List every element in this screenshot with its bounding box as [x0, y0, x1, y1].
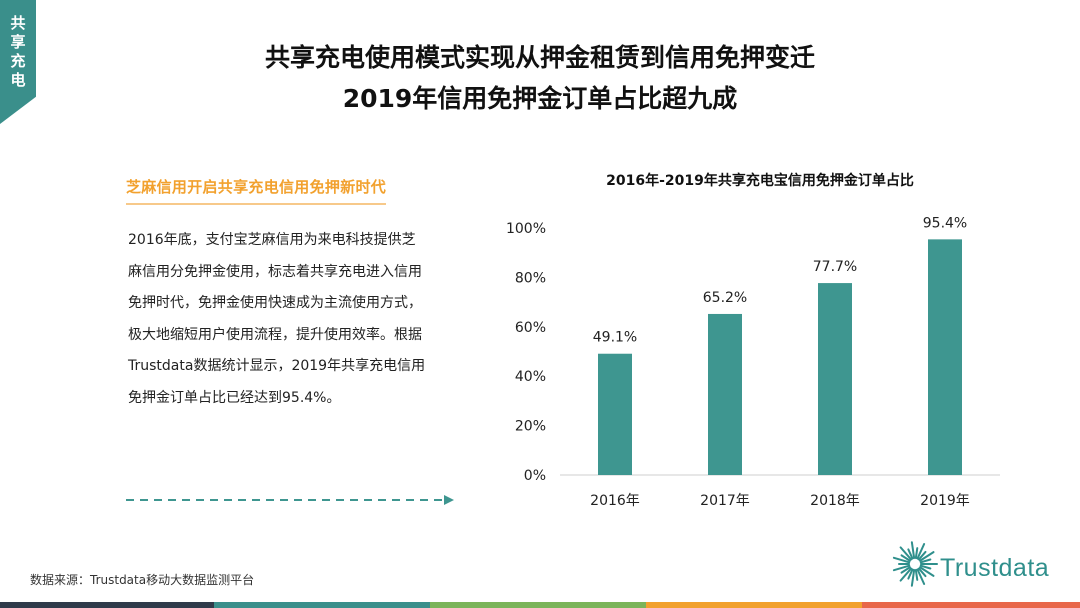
page-title-line2: 2019年信用免押金订单占比超九成 — [342, 84, 738, 113]
trustdata-logo-icon — [892, 541, 938, 587]
bar-data-label: 49.1% — [593, 330, 637, 346]
bar — [818, 283, 852, 475]
x-tick-label: 2016年 — [590, 493, 640, 509]
bar — [598, 353, 632, 475]
footer-color-bar — [0, 602, 1080, 608]
chart-title: 2016年-2019年共享充电宝信用免押金订单占比 — [606, 173, 914, 189]
data-source: 数据来源：Trustdata移动大数据监测平台 — [30, 573, 255, 587]
page-title-line1: 共享充电使用模式实现从押金租赁到信用免押变迁 — [264, 43, 815, 72]
y-tick-label: 0% — [524, 468, 546, 484]
y-tick-label: 60% — [515, 320, 546, 336]
bar-data-label: 95.4% — [923, 215, 967, 231]
footer-color-segment — [0, 602, 214, 608]
y-tick-label: 80% — [515, 270, 546, 286]
bar-data-label: 65.2% — [703, 290, 747, 306]
bar — [708, 313, 742, 475]
y-tick-label: 20% — [515, 419, 546, 435]
footer-color-segment — [862, 602, 1080, 608]
dashed-arrow-icon — [126, 495, 454, 505]
section-body-text: 2016年底，支付宝芝麻信用为来电科技提供芝麻信用分免押金使用，标志着共享充电进… — [128, 232, 426, 406]
side-tab-label: 共 享 充 电 — [10, 14, 26, 89]
section-heading: 芝麻信用开启共享充电信用免押新时代 — [126, 176, 387, 205]
footer-color-segment — [646, 602, 862, 608]
bar-data-label: 77.7% — [813, 259, 857, 275]
y-tick-label: 40% — [515, 369, 546, 385]
side-tab: 共 享 充 电 — [0, 0, 36, 124]
footer-color-segment — [430, 602, 646, 608]
logo-text: Trustdata — [940, 554, 1050, 582]
bar-chart: 0% 20% 40% 60% 80% 100% 49.1% 2016年 65.2% 2017年 77… — [506, 215, 1000, 509]
bar — [928, 239, 962, 475]
x-tick-label: 2018年 — [810, 493, 860, 509]
x-tick-label: 2019年 — [920, 493, 970, 509]
footer-color-segment — [214, 602, 430, 608]
y-tick-label: 100% — [506, 221, 546, 237]
x-tick-label: 2017年 — [700, 493, 750, 509]
